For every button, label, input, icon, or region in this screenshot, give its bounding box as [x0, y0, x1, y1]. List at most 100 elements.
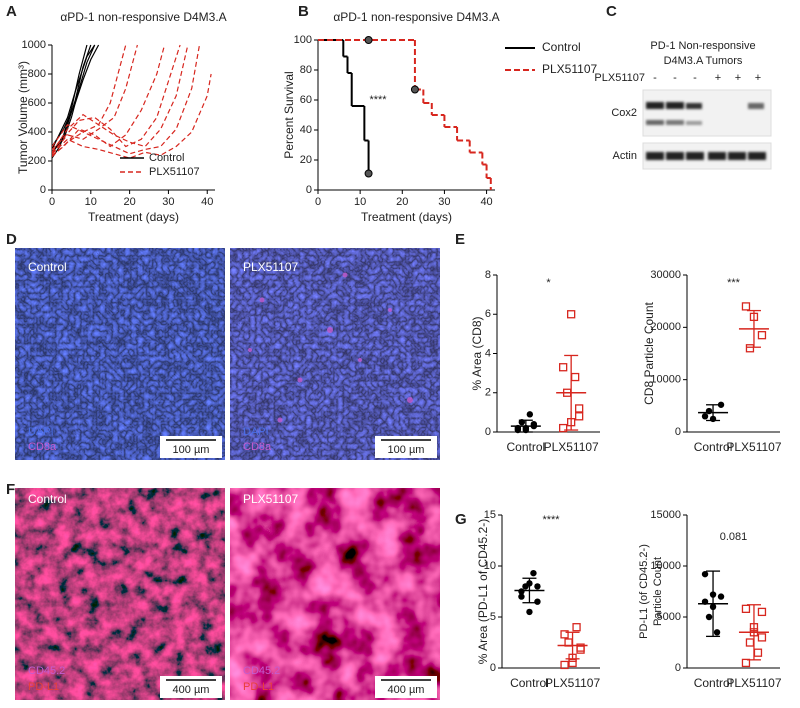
channel-label: DAPI	[243, 426, 269, 438]
scale-box	[375, 436, 437, 458]
chart: 0 20 40 60 80 100 0 10 20 30 40 αPD-1 non-responsiv…	[282, 10, 597, 224]
y-tick-label: 200	[28, 155, 46, 167]
y-axis-label: % Area (CD8)	[470, 316, 484, 390]
x-tick-label: Control	[506, 440, 545, 454]
censor-mark	[364, 36, 373, 44]
panel-label: D	[6, 231, 17, 248]
chart-title: αPD-1 non-responsive D4M3.A	[333, 10, 499, 24]
data-point	[741, 302, 751, 311]
data-point	[518, 593, 525, 600]
y-tick-label: 30000	[650, 269, 681, 281]
y-tick-label: 80	[300, 64, 312, 76]
legend-label: Control	[149, 152, 184, 164]
x-tick-label: 30	[438, 196, 450, 208]
x-axis-label: Treatment (days)	[361, 210, 452, 224]
lane-sign: -	[653, 72, 657, 84]
x-tick-label: 0	[315, 196, 321, 208]
channel-label: CD8a	[243, 441, 272, 453]
legend-label: PLX51107	[149, 166, 200, 178]
y-tick-label: 5000	[657, 611, 681, 623]
scale-box	[160, 676, 222, 698]
x-tick-label: Control	[694, 676, 733, 690]
y-tick-label: 100	[294, 34, 312, 46]
data-point	[559, 423, 568, 433]
x-axis-label: Treatment (days)	[88, 210, 179, 224]
chart: 0 5 10 15% Area (PD-L1 of CD45.2-) ControlPL…	[476, 509, 600, 690]
image-label: PLX51107	[243, 260, 298, 274]
x-tick-label: 10	[354, 196, 366, 208]
y-tick-label: 15000	[650, 509, 681, 521]
micrograph	[230, 248, 440, 460]
blot-treatment: PLX51107	[594, 72, 645, 84]
x-tick-label: 30	[162, 196, 174, 208]
y-tick-label: 20000	[650, 321, 681, 333]
data-point	[701, 570, 709, 578]
x-tick-label: 20	[396, 196, 408, 208]
lane-sign: -	[673, 72, 677, 84]
data-point	[567, 310, 576, 319]
blot-title: PD-1 Non-responsive	[650, 40, 755, 52]
data-point	[741, 604, 751, 613]
chart-title: αPD-1 non-responsive D4M3.A	[60, 10, 226, 24]
annotation: ****	[369, 94, 387, 106]
data-point	[526, 411, 534, 418]
y-tick-label: 15	[484, 509, 496, 521]
y-tick-label: 0	[485, 426, 491, 438]
data-point	[713, 629, 721, 636]
x-tick-label: 40	[480, 196, 492, 208]
chart: 0 5000 10000 15000 PD-L1 (of CD45.2-) Particl…	[638, 509, 782, 690]
data-point	[534, 583, 541, 590]
lane-sign: +	[735, 72, 741, 84]
data-point	[753, 648, 763, 657]
data-point	[741, 658, 751, 668]
line	[52, 44, 189, 153]
panel-label: B	[298, 3, 309, 20]
chart: 0 10000 20000 30000 CD8 Particle Count Contro…	[642, 269, 782, 454]
data-point	[701, 413, 709, 420]
censor-mark	[364, 169, 373, 178]
channel-label: CD45.2	[243, 665, 280, 677]
chart: 0 200 400 600 800 1000 0 10 20 30 40 αPD-1 non-resp…	[16, 10, 227, 224]
scale-label: 400 µm	[388, 684, 425, 696]
x-tick-label: PLX51107	[726, 440, 781, 454]
y-tick-label: 0	[675, 426, 681, 438]
channel-label: PD-L1	[28, 681, 59, 693]
channel-label: CD8a	[28, 441, 57, 453]
y-tick-label: 600	[28, 97, 46, 109]
x-tick-label: 20	[123, 196, 135, 208]
y-tick-label: 10000	[650, 374, 681, 386]
legend-label: PLX51107	[542, 62, 597, 76]
data-point	[560, 630, 569, 639]
y-tick-label: 400	[28, 126, 46, 138]
channel-label: PD-L1	[243, 681, 274, 693]
panel-label: E	[455, 231, 465, 248]
data-point	[576, 643, 585, 652]
panel-label: G	[455, 511, 467, 528]
x-tick-label: PLX51107	[726, 676, 781, 690]
channel-label: CD45.2	[28, 665, 65, 677]
data-point	[530, 569, 537, 577]
data-point	[575, 412, 584, 421]
y-tick-label: 60	[300, 94, 312, 106]
y-tick-label: 0	[306, 184, 312, 196]
lane-sign: -	[693, 72, 697, 84]
bands	[646, 102, 766, 160]
scale-box	[160, 436, 222, 458]
y-tick-label: 40	[300, 124, 312, 136]
y-tick-label: 5	[490, 611, 496, 623]
band-label: Actin	[613, 150, 637, 162]
x-tick-label: PLX51107	[544, 440, 599, 454]
channel-label: DAPI	[28, 426, 54, 438]
x-tick-label: 10	[85, 196, 97, 208]
line	[52, 44, 166, 156]
y-tick-label: 0	[40, 184, 46, 196]
annotation: 0.081	[720, 531, 748, 543]
data-point	[575, 404, 584, 413]
data-point	[757, 607, 767, 617]
x-tick-label: PLX51107	[545, 676, 600, 690]
micrograph	[15, 488, 225, 700]
data-point	[571, 372, 580, 382]
y-axis-label: Percent Survival	[282, 71, 296, 158]
